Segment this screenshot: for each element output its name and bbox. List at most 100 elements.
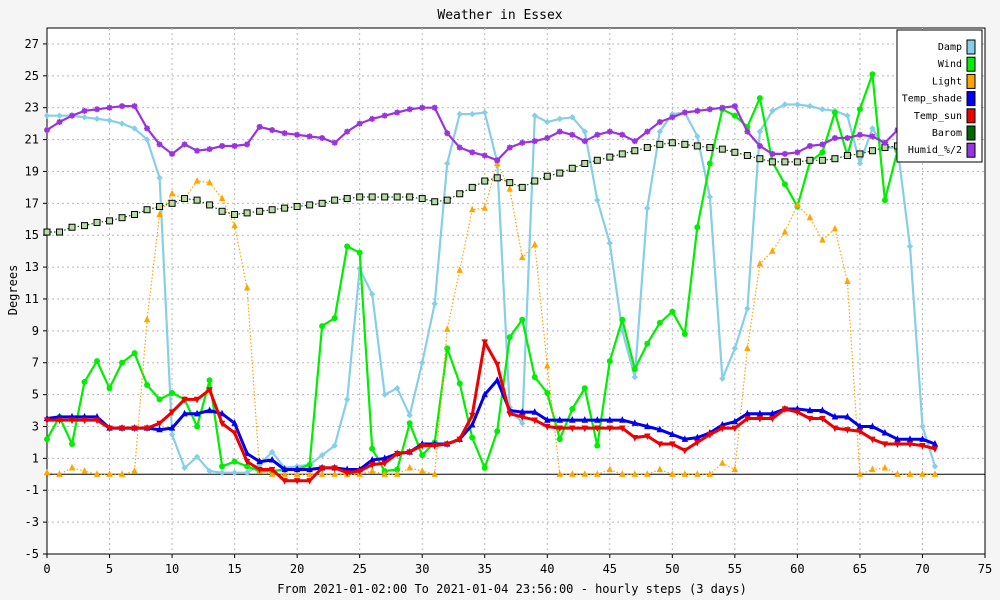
data-point-barom xyxy=(643,144,651,152)
series-layer xyxy=(43,71,939,485)
data-point-temp-sun xyxy=(494,361,501,369)
data-point-light xyxy=(694,470,701,477)
data-point-humid-2 xyxy=(244,141,251,148)
data-point-temp-sun xyxy=(93,417,101,425)
data-point-light xyxy=(318,470,326,477)
series-line-temp-sun xyxy=(47,340,936,483)
data-point-barom xyxy=(468,183,476,191)
data-point-barom xyxy=(43,228,51,236)
data-point-temp-shade xyxy=(656,425,664,433)
data-point-light xyxy=(331,470,338,477)
data-point-damp xyxy=(143,136,151,143)
data-point-barom xyxy=(631,147,639,155)
data-point-light xyxy=(819,235,826,243)
data-point-light xyxy=(631,470,639,477)
data-point-temp-sun xyxy=(669,441,676,449)
data-point-damp xyxy=(819,106,826,113)
data-point-damp xyxy=(656,128,664,135)
data-point-wind xyxy=(394,466,401,473)
data-point-damp xyxy=(168,431,176,438)
data-point-temp-sun xyxy=(881,441,889,449)
data-point-damp xyxy=(631,373,639,381)
data-point-temp-sun xyxy=(243,458,251,466)
data-point-temp-sun xyxy=(431,443,438,450)
data-point-light xyxy=(606,465,613,473)
data-point-wind xyxy=(731,112,738,119)
data-point-barom xyxy=(318,199,326,207)
data-point-light xyxy=(744,344,751,351)
legend-swatch xyxy=(966,56,976,72)
data-point-wind xyxy=(356,249,363,256)
data-point-temp-sun xyxy=(143,425,151,433)
data-point-temp-sun xyxy=(368,462,376,469)
data-point-wind xyxy=(469,434,476,441)
data-point-temp-sun xyxy=(706,431,714,439)
data-point-humid-2 xyxy=(469,149,476,156)
y-tick-label: 23 xyxy=(25,101,39,115)
data-point-temp-shade xyxy=(293,465,301,473)
data-point-temp-sun xyxy=(68,417,76,425)
data-point-temp-shade xyxy=(156,425,163,433)
data-point-light xyxy=(293,470,301,477)
data-point-temp-shade xyxy=(844,412,851,420)
data-point-damp xyxy=(118,120,126,127)
data-point-light xyxy=(906,470,914,477)
data-point-humid-2 xyxy=(294,131,301,138)
data-point-wind xyxy=(194,423,201,430)
data-point-temp-shade xyxy=(544,416,551,423)
data-point-temp-sun xyxy=(919,443,926,450)
data-point-humid-2 xyxy=(794,149,801,156)
data-point-temp-sun xyxy=(631,435,639,442)
data-point-wind xyxy=(406,420,413,427)
data-point-humid-2 xyxy=(56,119,63,126)
data-point-humid-2 xyxy=(519,139,526,146)
x-tick-label: 50 xyxy=(665,562,679,576)
data-point-temp-sun xyxy=(331,465,338,472)
data-point-temp-sun xyxy=(581,425,588,433)
data-point-damp xyxy=(393,385,401,392)
data-point-damp xyxy=(193,453,201,460)
data-point-light xyxy=(569,470,576,477)
series-light xyxy=(43,159,939,477)
data-point-temp-shade xyxy=(306,465,313,473)
legend-items: Damp Wind Light Temp_shade Temp_sun Barom Humi… xyxy=(902,39,976,158)
data-point-temp-shade xyxy=(268,455,276,463)
data-point-barom xyxy=(293,203,301,211)
data-point-temp-sun xyxy=(256,466,263,474)
data-point-barom xyxy=(718,145,726,153)
data-point-wind xyxy=(569,405,576,412)
y-tick-label: 3 xyxy=(32,419,39,433)
data-point-temp-sun xyxy=(231,430,238,437)
data-point-humid-2 xyxy=(531,138,538,145)
data-point-wind xyxy=(331,315,338,322)
data-point-damp xyxy=(419,359,426,366)
data-point-temp-sun xyxy=(218,420,226,428)
data-point-light xyxy=(218,194,226,202)
data-point-temp-sun xyxy=(206,387,213,394)
data-point-temp-shade xyxy=(831,412,839,420)
data-point-barom xyxy=(68,223,76,231)
data-point-temp-sun xyxy=(381,460,388,468)
data-point-light xyxy=(506,184,513,192)
data-point-humid-2 xyxy=(556,128,563,135)
data-point-light xyxy=(281,470,288,477)
data-point-wind xyxy=(706,160,713,167)
data-point-humid-2 xyxy=(156,141,163,148)
data-point-wind xyxy=(519,316,526,323)
data-point-light xyxy=(406,463,413,471)
data-point-light xyxy=(794,200,801,208)
legend-swatch xyxy=(966,73,976,89)
data-point-damp xyxy=(606,239,613,247)
data-point-wind xyxy=(619,316,626,323)
data-point-light xyxy=(131,467,138,474)
legend-swatch xyxy=(966,125,976,141)
x-tick-label: 75 xyxy=(978,562,992,576)
data-point-light xyxy=(306,470,313,477)
y-tick-label: 19 xyxy=(25,164,39,178)
data-point-wind xyxy=(369,445,376,452)
data-point-damp xyxy=(931,463,939,470)
data-point-temp-sun xyxy=(531,417,538,425)
data-point-barom xyxy=(256,207,264,215)
data-point-wind xyxy=(144,382,151,389)
data-point-temp-shade xyxy=(218,409,226,417)
